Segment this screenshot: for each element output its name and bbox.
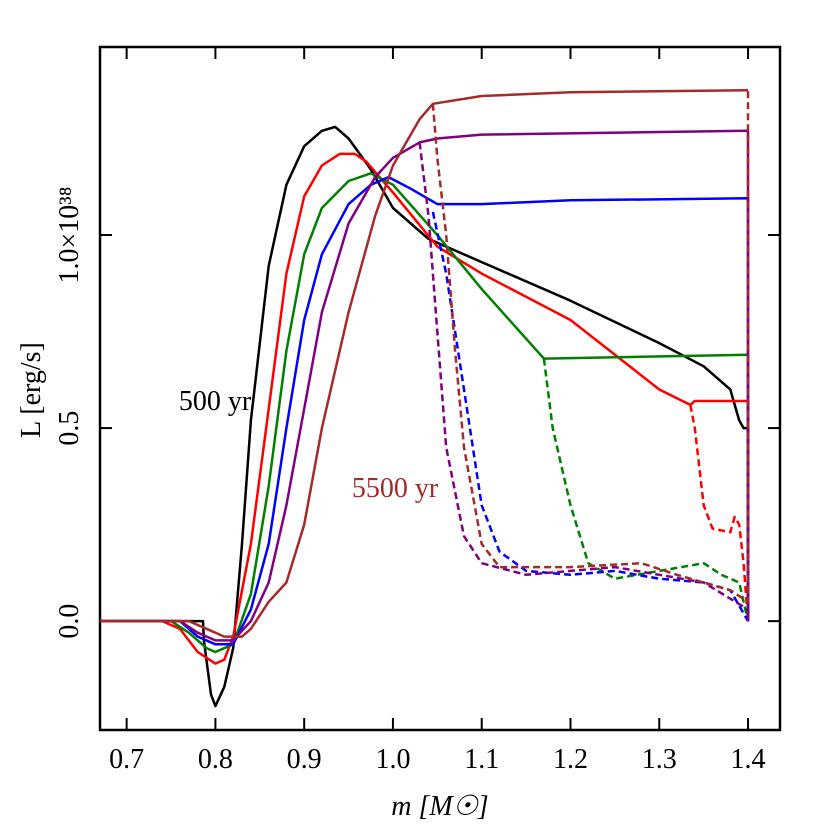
data-line: [542, 358, 750, 622]
x-axis-label: m [M☉]: [391, 791, 488, 822]
data-line: [100, 172, 750, 654]
data-line: [431, 90, 750, 604]
y-tick-label: 1.0×10³⁸: [54, 187, 85, 284]
x-tick-label: 0.9: [287, 744, 322, 775]
x-tick-label: 1.3: [642, 744, 677, 775]
x-tick-label: 1.0: [375, 744, 410, 775]
data-line: [100, 129, 750, 642]
data-line: [689, 404, 750, 622]
data-line: [418, 142, 749, 611]
data-line: [100, 152, 750, 665]
x-tick-label: 0.8: [198, 744, 233, 775]
x-tick-label: 1.2: [553, 744, 588, 775]
x-tick-label: 0.7: [109, 744, 144, 775]
x-tick-label: 1.1: [464, 744, 499, 775]
data-line: [100, 125, 750, 708]
annotation: 500 yr: [179, 386, 252, 417]
plot-frame: [98, 45, 782, 732]
data-line: [100, 175, 750, 646]
y-tick-label: 0.5: [54, 411, 85, 446]
annotation: 5500 yr: [352, 473, 439, 504]
x-tick-label: 1.4: [731, 744, 766, 775]
data-line: [100, 88, 749, 638]
y-tick-label: 0.0: [54, 604, 85, 639]
y-axis-label: L [erg/s]: [16, 342, 47, 438]
